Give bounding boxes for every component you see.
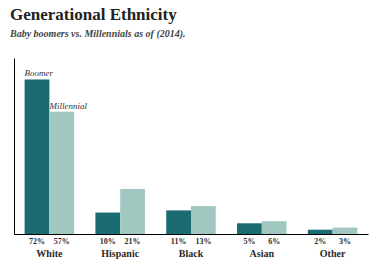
bar bbox=[95, 213, 120, 234]
bars bbox=[25, 79, 358, 234]
x-tick: Black bbox=[179, 234, 204, 259]
series-annotation: Boomer bbox=[25, 68, 54, 78]
y-axis bbox=[14, 59, 15, 235]
x-tick: Asian bbox=[250, 234, 275, 259]
x-tick-label: White bbox=[36, 248, 63, 259]
bar bbox=[333, 228, 358, 234]
bar bbox=[25, 79, 50, 234]
x-axis-line bbox=[15, 234, 369, 235]
bar bbox=[262, 221, 287, 234]
plot: 72% 10% 11% 5% 2% 57% 21% 13% 6% 3% Boomer Millenni… bbox=[15, 59, 369, 260]
x-tick: White bbox=[36, 234, 63, 259]
bar bbox=[166, 210, 191, 234]
x-tick: Hispanic bbox=[101, 234, 139, 259]
value-label: 57% bbox=[54, 237, 70, 246]
bar bbox=[308, 230, 333, 234]
series-annotation: Millennial bbox=[48, 101, 87, 111]
value-label: 21% bbox=[125, 237, 141, 246]
x-tick: Other bbox=[320, 234, 346, 259]
value-label: 72% bbox=[29, 237, 45, 246]
value-label: 5% bbox=[243, 237, 255, 246]
value-label: 6% bbox=[268, 237, 280, 246]
title: Generational Ethnicity bbox=[10, 5, 177, 24]
x-tick-label: Asian bbox=[250, 248, 275, 259]
bar bbox=[237, 223, 262, 234]
bar bbox=[49, 112, 74, 234]
value-label: 3% bbox=[339, 237, 351, 246]
value-label: 10% bbox=[100, 237, 116, 246]
value-label: 13% bbox=[195, 237, 211, 246]
value-label: 11% bbox=[171, 237, 187, 246]
subtitle: Baby boomers vs. Millennials as of (2014… bbox=[9, 28, 186, 40]
y-axis-line bbox=[14, 59, 15, 235]
value-label: 2% bbox=[314, 237, 326, 246]
bar bbox=[120, 189, 145, 234]
bar bbox=[191, 206, 216, 234]
chart: Generational Ethnicity Baby boomers vs. M… bbox=[0, 0, 378, 272]
x-tick-label: Hispanic bbox=[101, 248, 139, 259]
x-axis: White Hispanic Black Asian Other bbox=[15, 234, 369, 259]
x-tick-label: Other bbox=[320, 248, 346, 259]
x-tick-label: Black bbox=[179, 248, 204, 259]
